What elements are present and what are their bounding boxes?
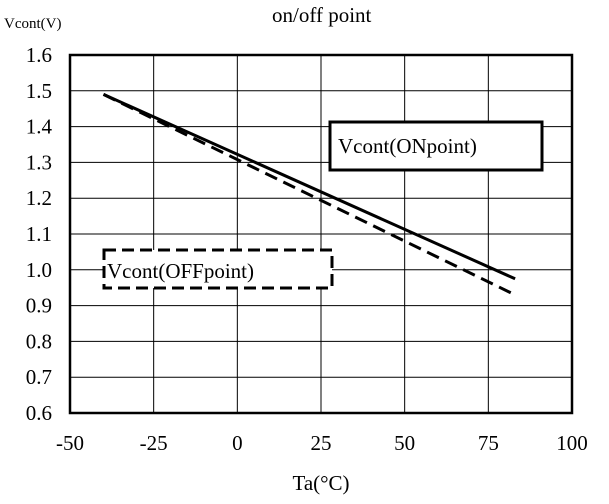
y-tick-label: 1.3 xyxy=(26,150,52,174)
x-tick-label: 75 xyxy=(478,431,499,455)
x-tick-label: -50 xyxy=(56,431,84,455)
x-tick-label: -25 xyxy=(140,431,168,455)
legend-on-box xyxy=(328,120,544,172)
x-tick-label: 100 xyxy=(556,431,588,455)
series-line-on-point xyxy=(102,93,516,281)
x-tick-label: 50 xyxy=(394,431,415,455)
y-tick-label: 1.0 xyxy=(26,258,52,282)
legend-on-label: Vcont(ONpoint) xyxy=(338,134,477,158)
legend-on-point: Vcont(ONpoint) xyxy=(328,120,544,172)
y-tick-labels: 0.6 0.7 0.8 0.9 1.0 1.1 1.2 1.3 1.4 1.5 1.6 xyxy=(26,43,53,425)
y-tick-label: 0.8 xyxy=(26,329,52,353)
chart-title: on/off point xyxy=(272,3,372,27)
y-tick-label: 1.1 xyxy=(26,222,52,246)
legend-off-box xyxy=(102,248,334,290)
legend-off-label: Vcont(OFFpoint) xyxy=(107,259,254,283)
y-tick-label: 1.6 xyxy=(26,43,52,67)
y-tick-label: 1.5 xyxy=(26,79,52,103)
x-tick-label: 0 xyxy=(232,431,243,455)
y-tick-label: 0.7 xyxy=(26,365,52,389)
x-tick-label: 25 xyxy=(311,431,332,455)
x-tick-labels: -50 -25 0 25 50 75 100 xyxy=(56,431,588,455)
x-axis-label: Ta(°C) xyxy=(292,471,349,495)
y-tick-label: 1.2 xyxy=(26,186,52,210)
series-line-off-point xyxy=(102,93,516,297)
y-axis-label: Vcont(V) xyxy=(4,16,61,32)
legend-off-point: Vcont(OFFpoint) xyxy=(102,248,334,290)
y-tick-label: 0.9 xyxy=(26,294,52,318)
y-tick-label: 1.4 xyxy=(26,115,53,139)
y-tick-label: 0.6 xyxy=(26,401,52,425)
series-lines xyxy=(102,93,516,297)
